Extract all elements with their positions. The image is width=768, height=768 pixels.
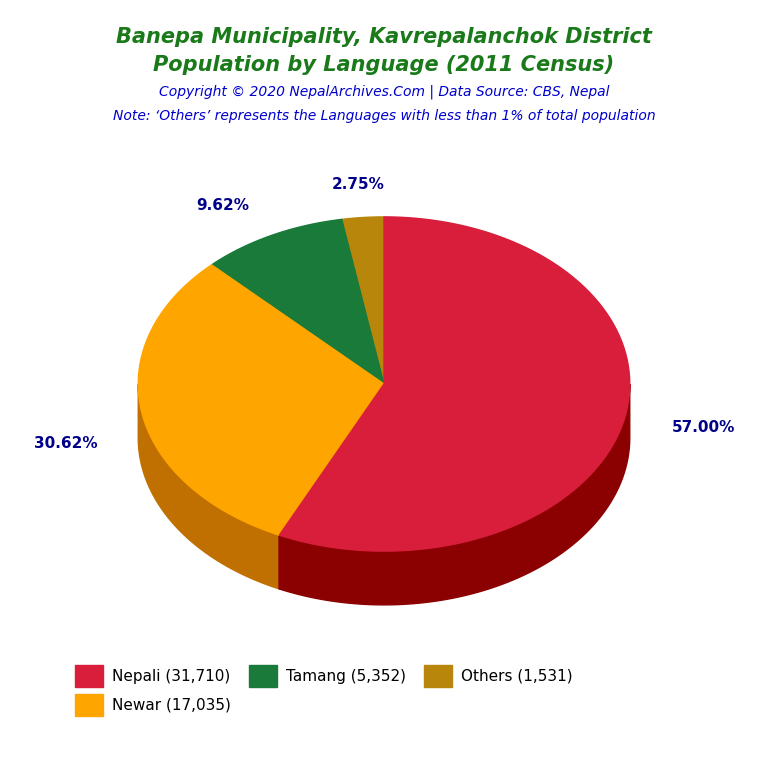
Polygon shape <box>138 384 280 589</box>
Polygon shape <box>280 384 384 589</box>
Text: Note: ‘Others’ represents the Languages with less than 1% of total population: Note: ‘Others’ represents the Languages … <box>113 109 655 123</box>
Text: 57.00%: 57.00% <box>672 420 735 435</box>
Polygon shape <box>138 265 384 535</box>
Text: 9.62%: 9.62% <box>196 198 249 214</box>
Polygon shape <box>342 217 384 384</box>
Text: 30.62%: 30.62% <box>35 436 98 452</box>
Polygon shape <box>280 384 384 589</box>
Text: Copyright © 2020 NepalArchives.Com | Data Source: CBS, Nepal: Copyright © 2020 NepalArchives.Com | Dat… <box>159 84 609 99</box>
Legend: Nepali (31,710), Newar (17,035), Tamang (5,352), Others (1,531): Nepali (31,710), Newar (17,035), Tamang … <box>69 659 578 722</box>
Text: Banepa Municipality, Kavrepalanchok District: Banepa Municipality, Kavrepalanchok Dist… <box>116 27 652 47</box>
Polygon shape <box>212 220 384 384</box>
Text: 2.75%: 2.75% <box>332 177 385 192</box>
Text: Population by Language (2011 Census): Population by Language (2011 Census) <box>154 55 614 75</box>
Polygon shape <box>280 384 630 605</box>
Polygon shape <box>280 217 630 551</box>
